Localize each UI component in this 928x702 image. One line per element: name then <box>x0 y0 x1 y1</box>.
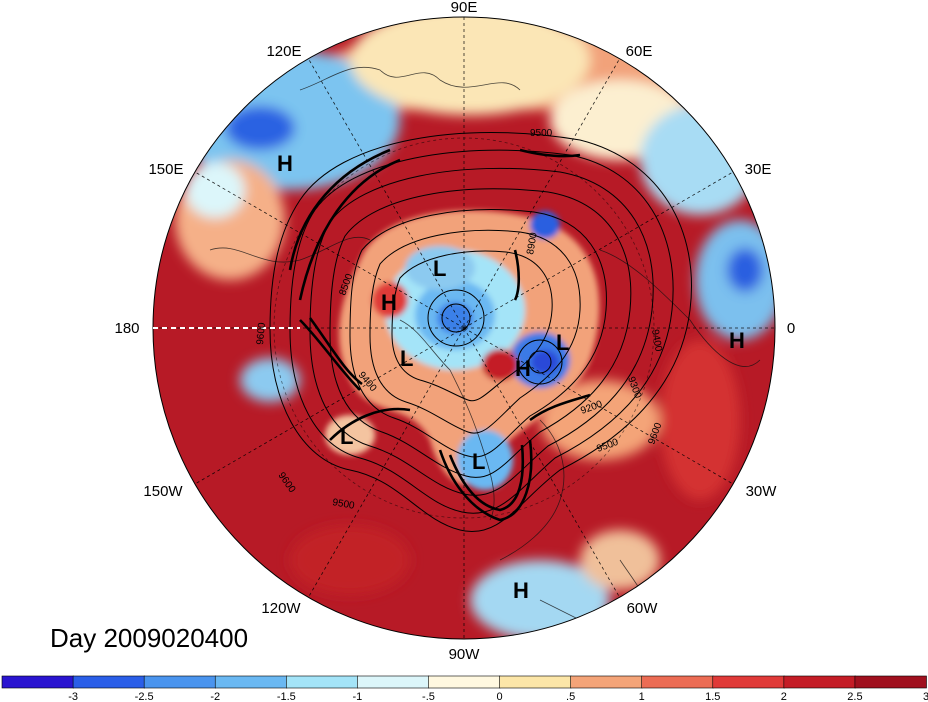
lon-label-60w: 60W <box>627 600 659 617</box>
colorbar-swatch <box>357 675 430 689</box>
colorbar-swatch <box>712 675 785 689</box>
pressure-centers: H L H L H L H L L H <box>277 151 745 603</box>
colorbar-tick-label: -1 <box>352 691 362 702</box>
colorbar-swatch <box>1 675 74 689</box>
colorbar-tick-label: -1.5 <box>277 691 296 702</box>
contour-label: 9500 <box>530 128 553 139</box>
high-pressure-marker: H <box>381 290 397 315</box>
low-pressure-marker: L <box>340 424 353 449</box>
lon-label-30w: 30W <box>746 483 778 500</box>
lon-label-150e: 150E <box>148 161 183 178</box>
day-label: Day 2009020400 <box>50 623 248 653</box>
colorbar-tick-label: 2 <box>781 691 787 702</box>
colorbar-swatch <box>72 675 145 689</box>
colorbar-swatch <box>570 675 643 689</box>
colorbar-swatch <box>214 675 288 689</box>
contour-label: 9500 <box>331 497 355 512</box>
colorbar-tick-label: -3 <box>68 691 78 702</box>
contour-label: 9600 <box>255 322 268 346</box>
colorbar-tick-label: .5 <box>566 691 575 702</box>
low-pressure-marker: L <box>556 330 569 355</box>
lon-label-60e: 60E <box>626 43 653 60</box>
colorbar-swatch <box>428 675 501 689</box>
high-pressure-marker: H <box>515 356 531 381</box>
low-pressure-marker: L <box>472 449 485 474</box>
jet-contours <box>288 148 591 522</box>
longitude-labels: 90E 60E 120E 150E 30E 180 0 150W 30W 120… <box>114 0 795 663</box>
colorbar-swatch <box>143 675 217 689</box>
colorbar-tick-label: 3 <box>923 691 928 702</box>
anomaly-field <box>153 17 775 639</box>
lon-label-90w: 90W <box>449 646 481 663</box>
lon-label-150w: 150W <box>143 483 183 500</box>
low-pressure-marker: L <box>433 256 446 281</box>
lon-label-30e: 30E <box>745 161 772 178</box>
lon-label-180: 180 <box>114 320 139 337</box>
colorbar-swatch <box>783 675 856 689</box>
lon-label-120e: 120E <box>266 43 301 60</box>
colorbar: -3 -2.5 -2 -1.5 -1 -.5 0 .5 1 1.5 2 2.5 3 <box>1 675 928 702</box>
colorbar-tick-label: -.5 <box>422 691 435 702</box>
high-pressure-marker: H <box>729 328 745 353</box>
contour-label: 9400 <box>649 329 664 353</box>
contour-label: 8900 <box>525 231 540 255</box>
colorbar-swatch <box>286 675 359 689</box>
colorbar-swatch <box>499 675 572 689</box>
colorbar-tick-label: 0 <box>496 691 502 702</box>
colorbar-tick-label: -2.5 <box>135 691 154 702</box>
low-pressure-marker: L <box>400 346 413 371</box>
colorbar-tick-label: 1.5 <box>705 691 720 702</box>
lon-label-0: 0 <box>787 320 795 337</box>
high-pressure-marker: H <box>513 578 529 603</box>
colorbar-swatch <box>641 675 714 689</box>
colorbar-tick-label: 2.5 <box>847 691 862 702</box>
colorbar-swatch <box>854 675 927 689</box>
colorbar-tick-label: 1 <box>639 691 645 702</box>
colorbar-tick-label: -2 <box>210 691 220 702</box>
high-pressure-marker: H <box>277 151 293 176</box>
lon-label-90e: 90E <box>451 0 478 16</box>
lon-label-120w: 120W <box>261 600 301 617</box>
